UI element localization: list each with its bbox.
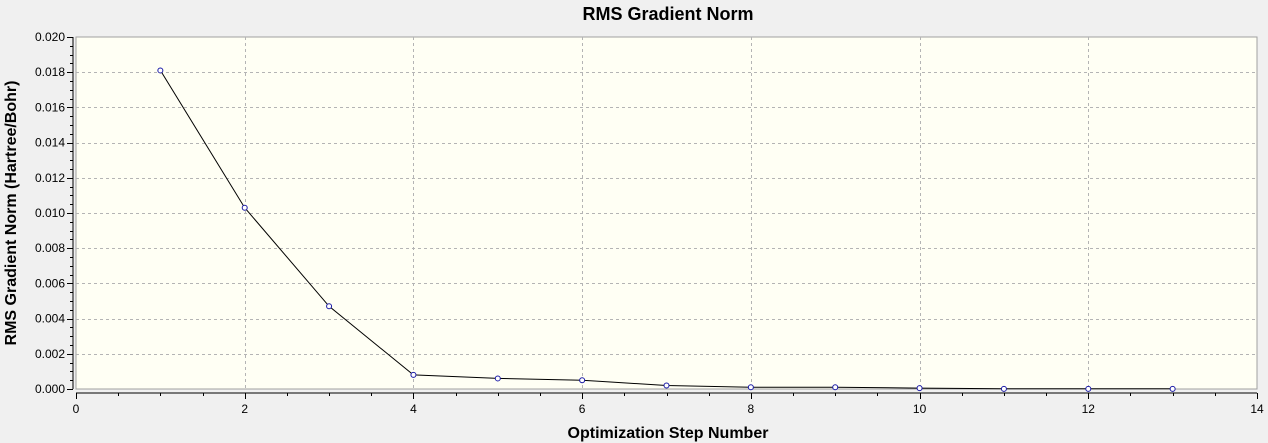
y-tick-label: 0.006: [35, 276, 65, 290]
y-tick-label: 0.016: [35, 100, 65, 114]
x-tick-label: 4: [410, 402, 417, 416]
x-tick-label: 10: [913, 402, 927, 416]
y-tick-label: 0.010: [35, 206, 65, 220]
y-tick-label: 0.012: [35, 171, 65, 185]
x-tick-label: 6: [579, 402, 586, 416]
x-tick-label: 12: [1082, 402, 1096, 416]
series-layer: [157, 67, 1176, 392]
data-point: [579, 377, 586, 384]
y-tick-label: 0.014: [35, 136, 65, 150]
y-tick-label: 0.008: [35, 241, 65, 255]
data-point: [832, 384, 839, 391]
x-axis-label: Optimization Step Number: [568, 425, 769, 442]
x-tick-label: 8: [748, 402, 755, 416]
y-tick-label: 0.018: [35, 65, 65, 79]
axis-layer: 0 2 4 6 8 10 12 14 0.000 0.002 0.004 0.006 0.008 0.01…: [35, 30, 1264, 416]
y-tick-label: 0.002: [35, 347, 65, 361]
grid-layer: [76, 37, 1257, 389]
data-point: [410, 371, 417, 378]
data-point: [1169, 385, 1176, 392]
y-tick-label: 0.020: [35, 30, 65, 44]
chart-title: RMS Gradient Norm: [582, 4, 753, 24]
data-point: [1085, 385, 1092, 392]
data-point: [1000, 385, 1007, 392]
data-point: [747, 384, 754, 391]
x-tick-label: 0: [73, 402, 80, 416]
x-tick-label: 14: [1250, 402, 1264, 416]
data-point: [663, 382, 670, 389]
y-tick-label: 0.000: [35, 382, 65, 396]
x-tick-label: 2: [241, 402, 248, 416]
y-axis-label: RMS Gradient Norm (Hartree/Bohr): [3, 81, 20, 346]
data-point: [916, 385, 923, 392]
y-tick-label: 0.004: [35, 312, 65, 326]
data-point: [241, 204, 248, 211]
data-point: [326, 303, 333, 310]
data-point: [157, 67, 164, 74]
data-point: [494, 375, 501, 382]
